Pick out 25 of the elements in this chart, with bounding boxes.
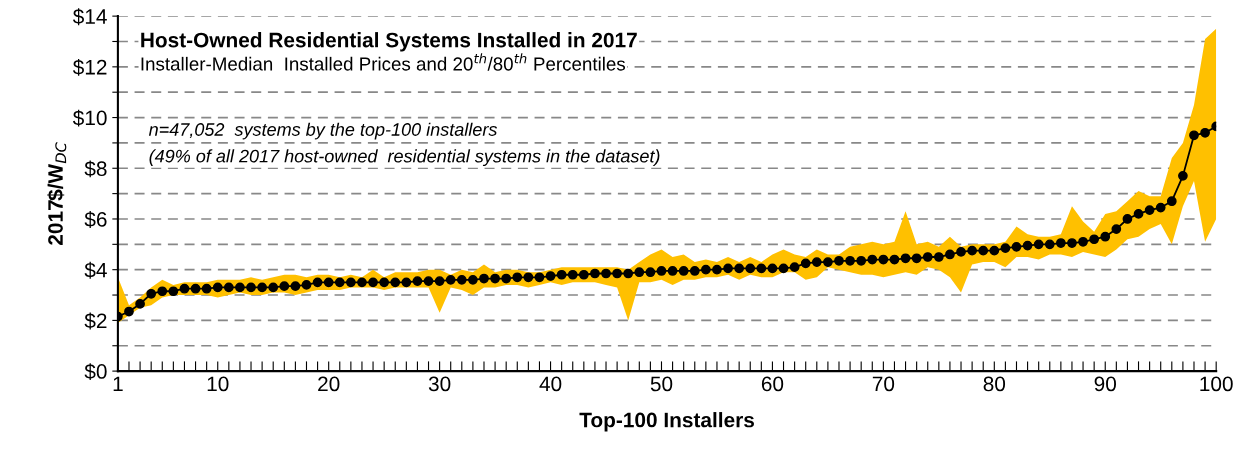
y-tick-label: $6 — [84, 211, 107, 228]
y-tick-label: $4 — [84, 261, 107, 279]
text: Host-Owned Residential Systems Installed in 2017 — [141, 32, 637, 52]
text: Installer-Median Installed Prices and 20$^{th}$/80$^{th}$ Percentiles — [141, 53, 626, 71]
x-tick-label: 70 — [872, 376, 895, 392]
x-tick-label: 30 — [428, 376, 451, 392]
x-axis-title: Top-100 Installers — [579, 412, 754, 432]
y-tick-label: $8 — [84, 160, 107, 178]
x-tick-label: 60 — [761, 376, 784, 392]
x-tick-label: 1 — [113, 376, 123, 392]
y-tick-label: $10 — [72, 109, 107, 127]
y-tick-label: $14 — [72, 8, 107, 26]
x-tick-label: 20 — [318, 376, 340, 392]
annotation: n=47,052 systems by the top-100 installers — [148, 122, 498, 140]
x-tick-label: 90 — [1094, 376, 1117, 392]
x-tick-label: 50 — [650, 376, 673, 392]
annotation: (49% of all 2017 host-owned residential systems in the dataset) — [149, 149, 660, 167]
x-tick-label: 80 — [983, 376, 1006, 392]
x-tick-label: 10 — [207, 376, 229, 392]
y-tick-label: $12 — [72, 58, 107, 76]
y-axis-title: 2017$/W$_{DC}$ — [47, 142, 67, 245]
y-tick-label: $0 — [84, 363, 107, 381]
x-tick-label: 40 — [539, 376, 562, 392]
x-tick-label: 100 — [1200, 376, 1233, 392]
y-tick-label: $2 — [84, 312, 107, 330]
